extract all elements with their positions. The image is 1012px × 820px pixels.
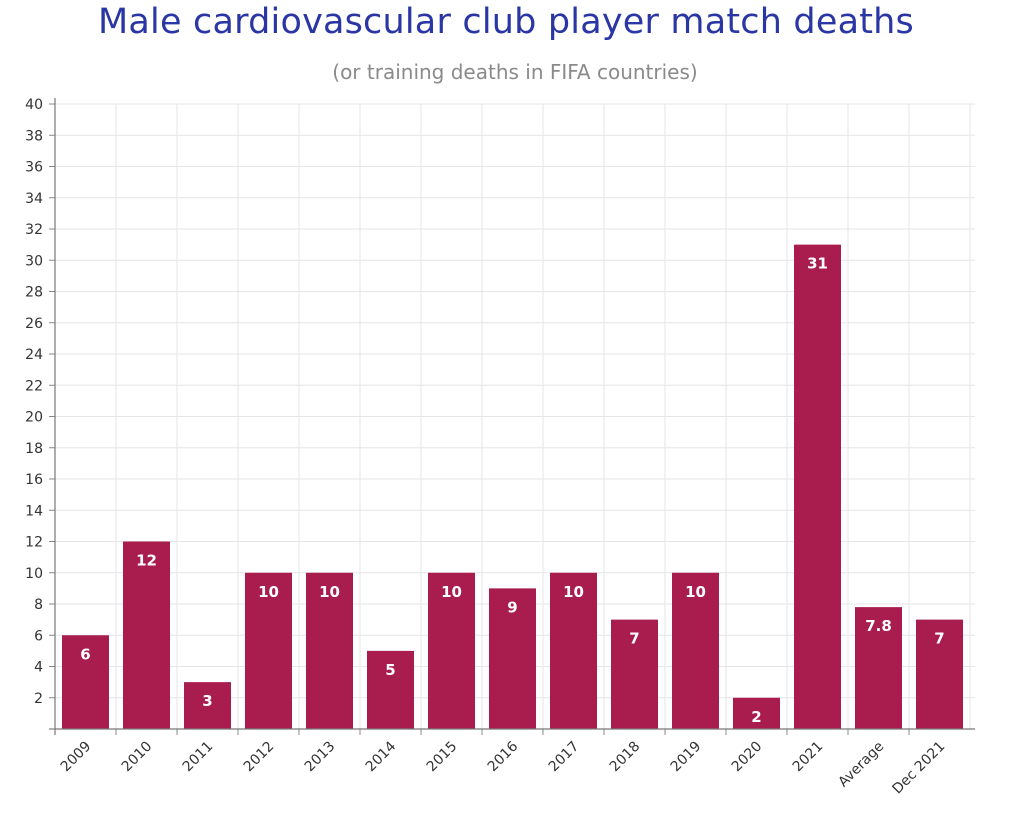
data-label: 6 <box>80 645 90 663</box>
bar <box>489 588 536 729</box>
data-label: 10 <box>563 583 584 601</box>
y-tick-label: 12 <box>25 535 43 551</box>
x-tick-label: 2019 <box>668 739 705 776</box>
data-label: 10 <box>319 583 340 601</box>
y-tick-label: 30 <box>25 253 43 269</box>
data-label: 10 <box>685 583 706 601</box>
y-tick-label: 28 <box>25 285 43 301</box>
y-tick-label: 22 <box>25 378 43 394</box>
bar <box>428 572 475 729</box>
x-tick-label: Average <box>835 739 887 791</box>
x-tick-label: 2010 <box>119 739 156 776</box>
x-tick-label: 2011 <box>180 739 217 776</box>
chart-title: Male cardiovascular club player match de… <box>98 2 914 42</box>
bar <box>916 619 963 729</box>
x-tick-label: 2020 <box>729 739 766 776</box>
y-tick-label: 34 <box>25 191 43 207</box>
bar <box>611 619 658 729</box>
x-tick-label: 2018 <box>607 739 644 776</box>
y-tick-label: 32 <box>25 222 43 238</box>
bar <box>672 572 719 729</box>
bar <box>794 244 841 729</box>
data-label: 7 <box>934 630 944 648</box>
y-tick-label: 20 <box>25 410 43 426</box>
bar <box>62 635 109 729</box>
data-label: 7 <box>629 630 639 648</box>
bar <box>184 682 231 729</box>
bar <box>550 572 597 729</box>
bar <box>367 650 414 729</box>
y-tick-label: 38 <box>25 128 43 144</box>
bar <box>306 572 353 729</box>
axes <box>49 98 975 735</box>
data-label: 3 <box>202 692 212 710</box>
data-label: 9 <box>507 598 517 616</box>
x-tick-label: 2016 <box>485 738 522 775</box>
data-label: 2 <box>751 708 761 726</box>
bar <box>245 572 292 729</box>
y-tick-label: 10 <box>25 566 43 582</box>
y-tick-label: 4 <box>34 660 43 676</box>
y-tick-label: 26 <box>25 316 43 332</box>
x-tick-label: 2021 <box>790 739 827 776</box>
x-tick-label: Dec 2021 <box>890 739 949 798</box>
bar <box>855 607 902 729</box>
y-tick-label: 16 <box>25 472 43 488</box>
y-tick-label: 14 <box>25 503 43 519</box>
x-tick-label: 2015 <box>424 739 461 776</box>
y-tick-label: 6 <box>34 628 43 644</box>
y-tick-label: 36 <box>25 160 43 176</box>
data-label: 10 <box>441 583 462 601</box>
bar <box>733 697 780 729</box>
data-labels: 6 12 3 10 10 5 10 9 10 7 10 2 31 7.8 7 <box>80 255 944 726</box>
y-tick-label: 8 <box>34 597 43 613</box>
data-label: 12 <box>136 552 157 570</box>
data-label: 31 <box>807 255 828 273</box>
bar <box>123 541 170 729</box>
x-tick-label: 2017 <box>546 739 583 776</box>
data-label: 7.8 <box>865 617 892 635</box>
y-tick-label: 24 <box>25 347 43 363</box>
data-label: 5 <box>385 661 395 679</box>
bars <box>62 244 963 729</box>
x-tick-label: 2012 <box>241 739 278 776</box>
y-tick-label: 18 <box>25 441 43 457</box>
x-axis-ticks: 2009 2010 2011 2012 2013 2014 2015 2016 2017 2018… <box>58 738 949 797</box>
y-tick-label: 2 <box>34 691 43 707</box>
x-tick-label: 2009 <box>58 739 95 776</box>
chart-subtitle: (or training deaths in FIFA countries) <box>332 60 698 84</box>
data-label: 10 <box>258 583 279 601</box>
x-tick-label: 2014 <box>363 738 400 775</box>
y-tick-label: 40 <box>25 97 43 113</box>
x-tick-label: 2013 <box>302 739 339 776</box>
